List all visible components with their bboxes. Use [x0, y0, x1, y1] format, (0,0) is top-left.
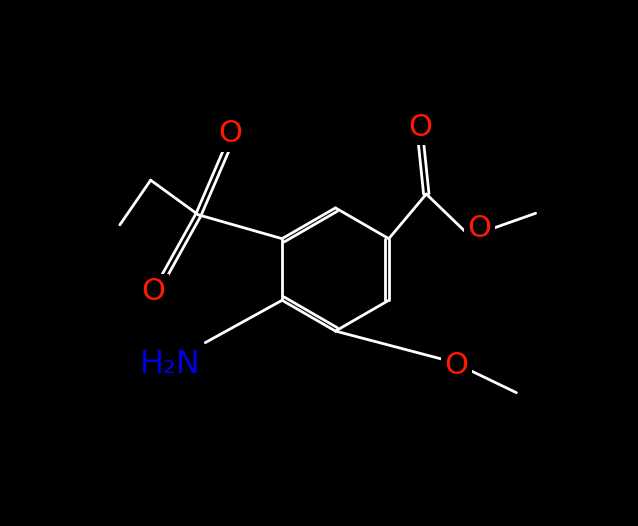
- Text: O: O: [142, 277, 166, 306]
- Text: O: O: [468, 214, 491, 243]
- Text: H₂N: H₂N: [140, 349, 201, 380]
- Text: O: O: [218, 119, 242, 148]
- Text: O: O: [444, 351, 468, 380]
- Text: O: O: [408, 113, 432, 141]
